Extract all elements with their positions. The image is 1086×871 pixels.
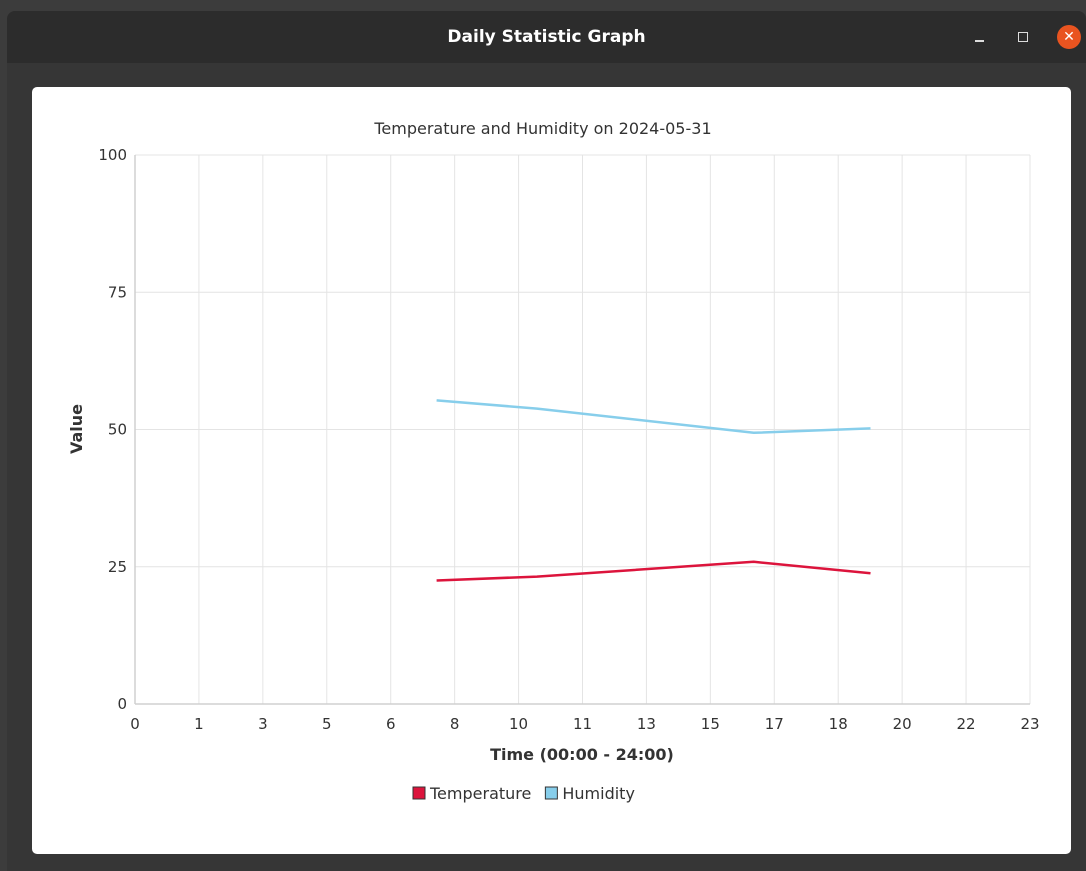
x-tick-label: 17 [765,715,784,733]
y-tick-label: 100 [98,146,127,164]
app-window: Daily Statistic Graph ✕ Temperature and … [7,11,1086,871]
title-bar[interactable]: Daily Statistic Graph ✕ [7,11,1086,63]
close-button[interactable]: ✕ [1057,25,1081,49]
y-tick-label: 50 [108,421,127,439]
line-chart: Temperature and Humidity on 2024-05-31 0… [67,119,1040,803]
maximize-icon [1018,32,1028,42]
x-tick-label: 13 [637,715,656,733]
minimize-icon [974,40,984,42]
x-tick-label: 11 [573,715,592,733]
chart-axes [134,155,1030,705]
legend-swatch-humidity [544,786,558,800]
x-tick-label: 18 [829,715,848,733]
y-tick-label: 25 [108,558,127,576]
chart-panel: Temperature and Humidity on 2024-05-31 0… [32,87,1071,854]
x-tick-label: 23 [1020,715,1039,733]
series-line-temperature [436,560,871,582]
x-tick-label: 1 [194,715,204,733]
series-line-humidity [436,399,871,435]
window-title: Daily Statistic Graph [447,27,646,47]
legend-label-humidity: Humidity [562,784,635,803]
legend-label-temperature: Temperature [429,784,531,803]
chart-title: Temperature and Humidity on 2024-05-31 [373,119,711,138]
chart-legend: Temperature Humidity [412,784,635,803]
chart-series [436,399,871,582]
x-tick-label: 10 [509,715,528,733]
x-tick-label: 3 [258,715,268,733]
maximize-button[interactable] [1011,25,1035,49]
close-icon: ✕ [1063,29,1075,45]
x-tick-label: 15 [701,715,720,733]
x-tick-label: 20 [893,715,912,733]
x-axis-label: Time (00:00 - 24:00) [490,745,674,764]
x-tick-label: 0 [130,715,140,733]
minimize-button[interactable] [967,25,991,49]
x-tick-label: 8 [450,715,460,733]
x-tick-label: 22 [957,715,976,733]
x-tick-label: 5 [322,715,332,733]
chart-grid [134,154,1031,705]
y-tick-label: 75 [108,283,127,301]
y-axis-ticks: 0 25 50 75 100 [98,146,127,713]
y-tick-label: 0 [117,695,127,713]
x-tick-label: 6 [386,715,396,733]
legend-swatch-temperature [412,786,426,800]
x-axis-ticks: 0 1 3 5 6 8 10 11 13 15 17 18 20 22 23 [130,715,1039,733]
y-axis-label: Value [67,404,86,454]
